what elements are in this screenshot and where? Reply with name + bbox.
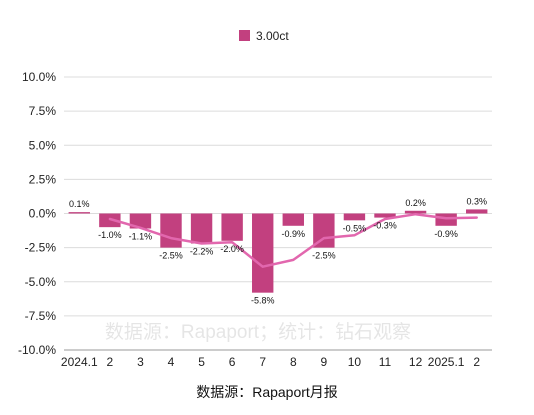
x-tick-label: 5: [198, 355, 205, 369]
y-tick-label: 2.5%: [29, 172, 57, 186]
x-tick-label: 2: [107, 355, 114, 369]
y-tick-label: 0.0%: [29, 207, 57, 221]
data-label: 0.1%: [69, 199, 90, 209]
bar: [343, 213, 366, 221]
x-tick-label: 4: [168, 355, 175, 369]
x-tick-label: 6: [229, 355, 236, 369]
bar: [282, 213, 304, 226]
y-axis-ticks: 10.0% 7.5% 5.0% 2.5% 0.0% -2.5% -5.0% -7.5% -10.…: [18, 70, 56, 357]
bar: [252, 213, 274, 293]
x-tick-label: 2: [473, 355, 480, 369]
x-tick-label: 2024.1: [61, 355, 98, 369]
x-tick-label: 9: [321, 355, 328, 369]
trendline: [108, 212, 478, 268]
x-tick-label: 2025.1: [428, 355, 465, 369]
x-tick-label: 7: [259, 355, 266, 369]
bar: [68, 212, 90, 214]
x-tick-label: 10: [348, 355, 362, 369]
data-label: -0.5%: [343, 223, 367, 233]
data-label: -1.1%: [129, 232, 153, 242]
data-label: -2.2%: [190, 247, 214, 257]
data-label: -2.5%: [159, 251, 183, 261]
bar: [99, 213, 121, 228]
data-label: -0.9%: [282, 229, 306, 239]
legend-label: 3.00ct: [256, 29, 289, 43]
y-tick-label: -2.5%: [25, 241, 57, 255]
legend-swatch: [239, 30, 250, 41]
x-tick-label: 8: [290, 355, 297, 369]
bar: [129, 213, 152, 229]
bar: [404, 210, 427, 214]
x-axis-ticks: 2024.1 2 3 4 5 6 7 8 9 10 11 12 2025.1 2: [61, 355, 480, 369]
source-label: 数据源：Rapaport月报: [196, 384, 338, 400]
bar: [374, 213, 396, 218]
y-tick-label: 7.5%: [29, 104, 57, 118]
data-label: 0.3%: [466, 196, 487, 206]
y-tick-label: 5.0%: [29, 138, 57, 152]
data-label: -1.0%: [98, 230, 122, 240]
bar: [435, 213, 457, 226]
bar: [190, 213, 213, 244]
y-tick-label: 10.0%: [22, 70, 56, 84]
trendline-path: [108, 212, 478, 268]
data-labels: 0.1% -1.0% -1.1% -2.5% -2.2% -2.0% -5.8% -0.9% -…: [69, 196, 487, 305]
bar: [313, 213, 335, 248]
data-label: -0.3%: [373, 221, 397, 231]
bar: [160, 213, 182, 248]
data-label: 0.2%: [405, 198, 426, 208]
bar: [221, 213, 243, 241]
data-label: -5.8%: [251, 296, 275, 306]
x-tick-label: 11: [379, 355, 392, 369]
data-label: -2.0%: [220, 244, 244, 254]
x-tick-label: 12: [409, 355, 423, 369]
y-tick-label: -7.5%: [25, 309, 57, 323]
bar-series: [68, 209, 488, 293]
legend: 3.00ct: [239, 29, 289, 43]
bar: [466, 209, 488, 214]
x-tick-label: 3: [137, 355, 144, 369]
gridlines: [64, 76, 492, 351]
watermark: 数据源：Rapaport；统计：钻石观察: [105, 321, 411, 343]
y-tick-label: -5.0%: [25, 275, 57, 289]
y-tick-label: -10.0%: [18, 343, 56, 357]
data-label: -2.5%: [312, 251, 336, 261]
data-label: -0.9%: [434, 229, 458, 239]
